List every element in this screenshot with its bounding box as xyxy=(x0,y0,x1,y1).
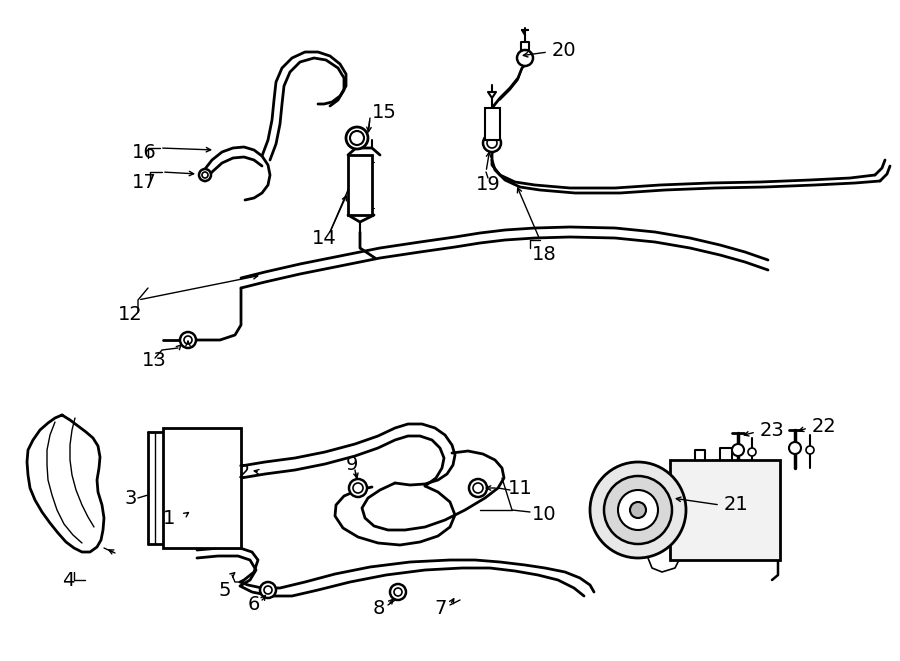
Circle shape xyxy=(184,336,192,344)
Circle shape xyxy=(202,172,208,178)
Text: 23: 23 xyxy=(760,420,785,440)
Bar xyxy=(485,108,500,140)
Text: 5: 5 xyxy=(218,580,230,600)
Circle shape xyxy=(590,462,686,558)
Text: 3: 3 xyxy=(125,488,138,508)
Text: 15: 15 xyxy=(372,102,397,122)
Circle shape xyxy=(180,332,196,348)
Text: 13: 13 xyxy=(142,350,166,369)
Circle shape xyxy=(353,483,363,493)
Text: 19: 19 xyxy=(476,175,500,194)
Circle shape xyxy=(483,134,501,152)
Text: 22: 22 xyxy=(812,416,837,436)
Text: 9: 9 xyxy=(346,455,358,473)
Text: 21: 21 xyxy=(724,496,749,514)
Text: 14: 14 xyxy=(312,229,337,247)
Circle shape xyxy=(264,586,272,594)
Circle shape xyxy=(732,444,744,456)
Text: 18: 18 xyxy=(532,245,557,264)
Circle shape xyxy=(469,479,487,497)
Text: 1: 1 xyxy=(163,508,175,527)
Circle shape xyxy=(260,582,276,598)
Text: 16: 16 xyxy=(132,143,157,161)
Circle shape xyxy=(350,131,364,145)
Circle shape xyxy=(487,138,497,148)
Bar xyxy=(348,155,372,215)
Text: 17: 17 xyxy=(132,173,157,192)
Circle shape xyxy=(630,502,646,518)
Circle shape xyxy=(473,483,483,493)
Circle shape xyxy=(517,50,533,66)
Circle shape xyxy=(346,127,368,149)
Text: 4: 4 xyxy=(62,570,75,590)
Text: 2: 2 xyxy=(238,463,250,481)
Circle shape xyxy=(394,588,402,596)
Text: 20: 20 xyxy=(552,40,577,59)
Bar xyxy=(670,460,780,560)
Text: 8: 8 xyxy=(373,598,385,617)
Text: 10: 10 xyxy=(532,504,556,524)
Text: 7: 7 xyxy=(434,598,446,617)
Circle shape xyxy=(789,442,801,454)
Circle shape xyxy=(604,476,672,544)
Bar xyxy=(163,428,241,548)
Circle shape xyxy=(390,584,406,600)
Circle shape xyxy=(618,490,658,530)
Circle shape xyxy=(806,446,814,454)
Circle shape xyxy=(748,448,756,456)
Text: 11: 11 xyxy=(508,479,533,498)
Circle shape xyxy=(349,479,367,497)
Circle shape xyxy=(199,169,211,181)
Text: 12: 12 xyxy=(118,305,143,325)
Text: 6: 6 xyxy=(248,596,260,615)
